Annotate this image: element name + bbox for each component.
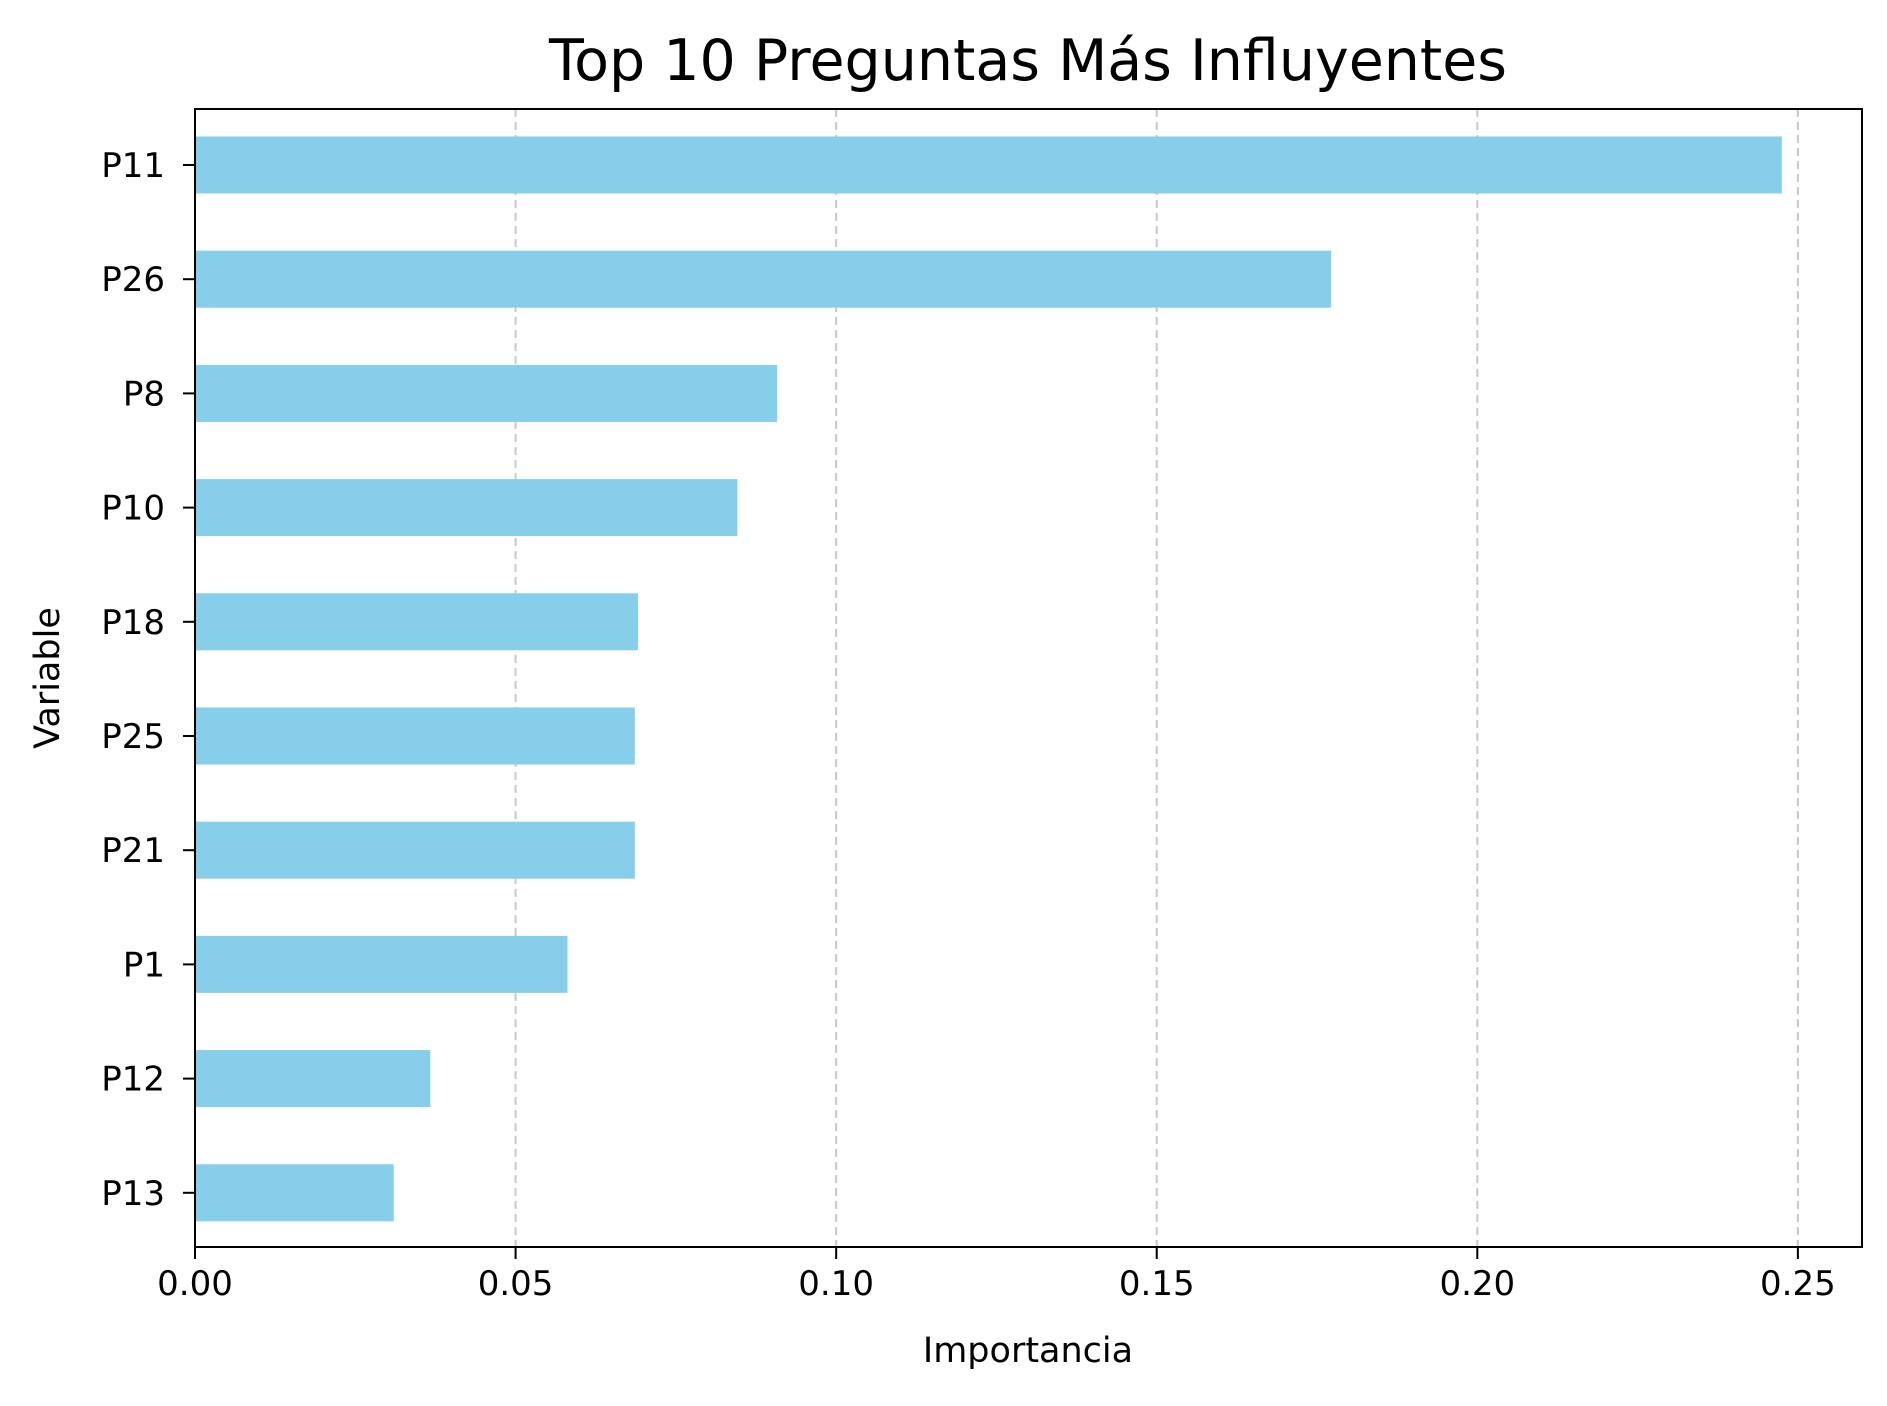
x-tick-label: 0.20	[1439, 1264, 1515, 1304]
x-tick-label: 0.25	[1760, 1264, 1836, 1304]
y-axis-ticks: P11 P26 P8 P10 P18 P25 P21 P1 P12 P13	[101, 146, 195, 1214]
bar-p11	[195, 136, 1782, 194]
y-tick-label: P18	[101, 603, 165, 643]
x-tick-label: 0.15	[1119, 1264, 1195, 1304]
bar-p26	[195, 250, 1332, 308]
plot-frame	[194, 108, 1863, 1248]
x-tick-label: 0.00	[157, 1264, 233, 1304]
bar-p8	[195, 364, 778, 422]
y-tick-label: P21	[101, 831, 165, 871]
bar-p1	[195, 935, 568, 993]
x-tick-label: 0.10	[798, 1264, 874, 1304]
y-tick-label: P10	[101, 489, 165, 529]
x-axis-label: Importancia	[923, 1331, 1133, 1371]
bar-p18	[195, 593, 639, 651]
chart-title: Top 10 Preguntas Más Influyentes	[548, 28, 1507, 94]
bar-p25	[195, 707, 635, 765]
y-tick-label: P11	[101, 146, 165, 186]
y-tick-label: P1	[123, 945, 165, 985]
y-tick-label: P12	[101, 1060, 165, 1100]
x-tick-label: 0.05	[478, 1264, 554, 1304]
bar-p21	[195, 821, 635, 879]
bar-p13	[195, 1164, 394, 1222]
y-tick-label: P13	[101, 1174, 165, 1214]
x-axis-ticks: 0.00 0.05 0.10 0.15 0.20 0.25	[157, 1247, 1836, 1304]
y-tick-label: P25	[101, 717, 165, 757]
y-axis-label: Variable	[28, 607, 68, 749]
y-tick-label: P8	[123, 374, 165, 414]
bar-p10	[195, 479, 738, 537]
bars	[195, 136, 1782, 1222]
bar-p12	[195, 1050, 431, 1108]
y-tick-label: P26	[101, 260, 165, 300]
